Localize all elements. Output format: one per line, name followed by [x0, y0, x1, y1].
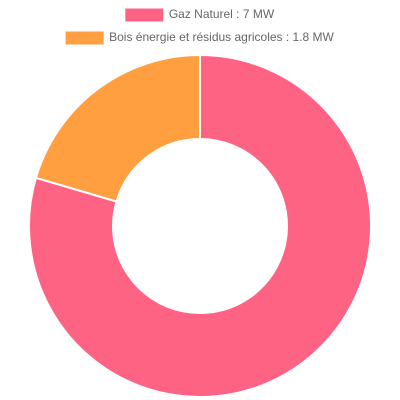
legend-label: Bois énergie et résidus agricoles : 1.8 …	[109, 30, 334, 44]
doughnut-slice	[34, 53, 201, 203]
legend-swatch	[125, 8, 164, 22]
legend-swatch	[65, 31, 104, 45]
doughnut-slice	[28, 53, 372, 398]
legend-label: Gaz Naturel : 7 MW	[169, 7, 275, 21]
